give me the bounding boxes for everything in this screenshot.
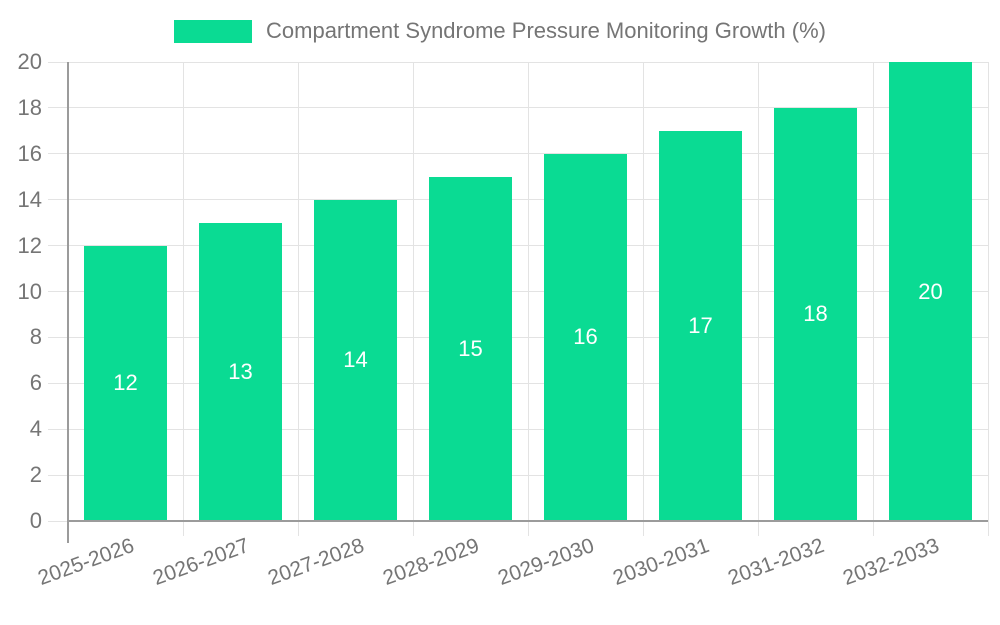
bar-value-label: 14 bbox=[343, 347, 368, 373]
gridline-vertical bbox=[987, 62, 989, 521]
y-tick-label: 8 bbox=[29, 324, 42, 350]
gridline-vertical bbox=[872, 62, 874, 521]
x-tick-label: 2026-2027 bbox=[149, 533, 252, 590]
bar[interactable]: 20 bbox=[889, 62, 972, 521]
x-axis-tick bbox=[182, 521, 184, 536]
gridline-horizontal bbox=[48, 107, 988, 109]
bar[interactable]: 18 bbox=[774, 107, 857, 521]
gridline-horizontal bbox=[48, 291, 988, 292]
x-tick-label: 2027-2028 bbox=[264, 533, 367, 590]
gridline-vertical bbox=[297, 62, 299, 521]
gridline-horizontal bbox=[48, 199, 988, 201]
x-axis-tick bbox=[412, 521, 414, 536]
y-tick-label: 2 bbox=[29, 462, 42, 488]
x-axis-tick bbox=[527, 521, 529, 536]
x-tick-label: 2032-2033 bbox=[839, 533, 942, 590]
y-tick-label: 18 bbox=[17, 94, 42, 120]
bar[interactable]: 17 bbox=[659, 130, 742, 521]
gridline-horizontal bbox=[48, 245, 988, 247]
gridline-horizontal bbox=[48, 474, 988, 476]
gridline-vertical bbox=[757, 62, 759, 521]
gridline-vertical bbox=[182, 62, 184, 521]
x-tick-label: 2029-2030 bbox=[494, 533, 597, 590]
x-tick-label: 2031-2032 bbox=[724, 533, 827, 590]
gridline-horizontal bbox=[48, 153, 988, 155]
x-axis-tick bbox=[872, 521, 874, 536]
bar[interactable]: 12 bbox=[84, 245, 167, 521]
bar[interactable]: 14 bbox=[314, 199, 397, 521]
bar-value-label: 12 bbox=[113, 370, 138, 396]
gridline-horizontal bbox=[48, 336, 988, 338]
gridline-vertical bbox=[412, 62, 414, 521]
bar-value-label: 17 bbox=[688, 312, 713, 338]
y-tick-label: 4 bbox=[29, 416, 42, 442]
bar-value-label: 18 bbox=[803, 301, 828, 327]
gridline-horizontal bbox=[48, 382, 988, 384]
x-axis-tick bbox=[642, 521, 644, 536]
x-tick-label: 2028-2029 bbox=[379, 533, 482, 590]
bar-value-label: 16 bbox=[573, 324, 598, 350]
x-axis-tick bbox=[757, 521, 759, 536]
y-tick-label: 10 bbox=[17, 278, 42, 304]
bar[interactable]: 16 bbox=[544, 153, 627, 521]
gridline-vertical bbox=[527, 62, 529, 521]
gridline-vertical bbox=[642, 62, 644, 521]
bar[interactable]: 15 bbox=[429, 176, 512, 521]
bar-value-label: 13 bbox=[228, 358, 253, 384]
y-axis-line bbox=[67, 62, 69, 543]
gridline-horizontal bbox=[48, 61, 988, 63]
gridline-horizontal bbox=[48, 428, 988, 430]
legend[interactable]: Compartment Syndrome Pressure Monitoring… bbox=[0, 18, 1000, 44]
y-tick-label: 20 bbox=[17, 49, 42, 74]
y-tick-label: 12 bbox=[17, 232, 42, 258]
x-tick-label: 2030-2031 bbox=[609, 533, 712, 590]
plot-area: 12 13 14 15 16 17 18 20 0 2 4 6 8 10 12 14 16 18 20 2025-… bbox=[18, 49, 989, 590]
bar-value-label: 15 bbox=[458, 335, 483, 361]
x-axis-line bbox=[68, 520, 988, 522]
y-tick-label: 0 bbox=[29, 508, 42, 533]
bar-value-label: 20 bbox=[918, 278, 943, 304]
legend-label: Compartment Syndrome Pressure Monitoring… bbox=[266, 18, 826, 43]
x-axis-tick bbox=[297, 521, 299, 536]
y-tick-label: 14 bbox=[17, 186, 42, 212]
y-tick-label: 6 bbox=[29, 370, 42, 396]
bar-chart: Compartment Syndrome Pressure Monitoring… bbox=[0, 18, 1000, 590]
legend-swatch-icon bbox=[174, 19, 253, 43]
bar[interactable]: 13 bbox=[199, 222, 282, 521]
y-tick-label: 16 bbox=[17, 140, 42, 166]
x-axis-tick bbox=[987, 521, 989, 536]
